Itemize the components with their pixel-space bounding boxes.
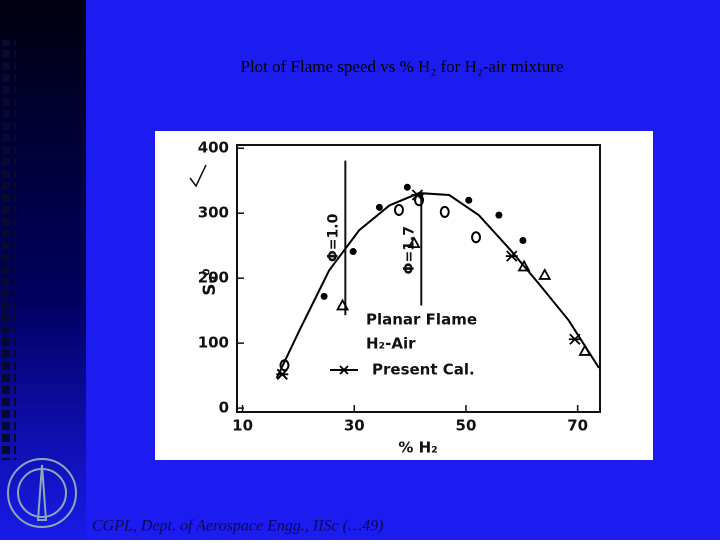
dot-point bbox=[349, 248, 357, 256]
triangle-point bbox=[538, 268, 552, 280]
y-tick-label: 400 bbox=[198, 139, 229, 157]
cross-point bbox=[505, 250, 518, 262]
y-tick-label: 300 bbox=[198, 204, 229, 222]
cross-point bbox=[568, 333, 581, 345]
triangle-point bbox=[336, 298, 350, 311]
open-circle-point bbox=[279, 359, 290, 372]
open-circle-point bbox=[393, 203, 404, 216]
logo bbox=[7, 458, 77, 528]
dot-point bbox=[403, 183, 411, 191]
cross-point bbox=[411, 189, 424, 201]
dot-point bbox=[320, 292, 328, 300]
triangle-point bbox=[517, 259, 531, 272]
y-tick-label: 200 bbox=[198, 269, 229, 287]
chart: 0 100 200 300 400 10 30 50 70 % H₂ Sᵤ⁰ Φ=1.0 Φ=1.7 Pl… bbox=[189, 139, 601, 457]
legend-label: Present Cal. bbox=[372, 361, 475, 379]
dot-point bbox=[375, 203, 383, 211]
y-tick-label: 0 bbox=[219, 399, 229, 417]
legend-marker bbox=[339, 365, 349, 375]
legend-title: Planar Flame bbox=[366, 311, 477, 329]
open-circle-point bbox=[471, 231, 482, 244]
y-tick-label: 100 bbox=[198, 334, 229, 352]
slide-title: Plot of Flame speed vs % H₂ for H₂-air m… bbox=[241, 57, 564, 76]
triangle-point bbox=[578, 344, 592, 356]
footer: CGPL, Dept. of Aerospace Engg., IISc (…4… bbox=[92, 518, 384, 535]
square-pattern bbox=[2, 40, 16, 460]
x-tick-label: 10 bbox=[232, 417, 253, 435]
x-tick-label: 30 bbox=[344, 417, 365, 435]
open-circle-point bbox=[439, 205, 450, 218]
phi-label: Φ=1.7 bbox=[401, 226, 417, 274]
calc-line bbox=[275, 192, 600, 379]
x-tick-label: 70 bbox=[567, 417, 588, 435]
triangle-point bbox=[407, 236, 421, 248]
legend-title: H₂-Air bbox=[366, 335, 416, 353]
dot-point bbox=[465, 196, 473, 204]
check-mark bbox=[189, 164, 207, 188]
x-tick-label: 50 bbox=[456, 417, 477, 435]
y-axis-label: Sᵤ⁰ bbox=[200, 268, 220, 295]
dot-point bbox=[495, 211, 503, 219]
x-axis-label: % H₂ bbox=[398, 439, 437, 457]
phi-label: Φ=1.0 bbox=[325, 213, 341, 262]
dot-point bbox=[519, 236, 527, 244]
cross-point bbox=[276, 368, 289, 380]
